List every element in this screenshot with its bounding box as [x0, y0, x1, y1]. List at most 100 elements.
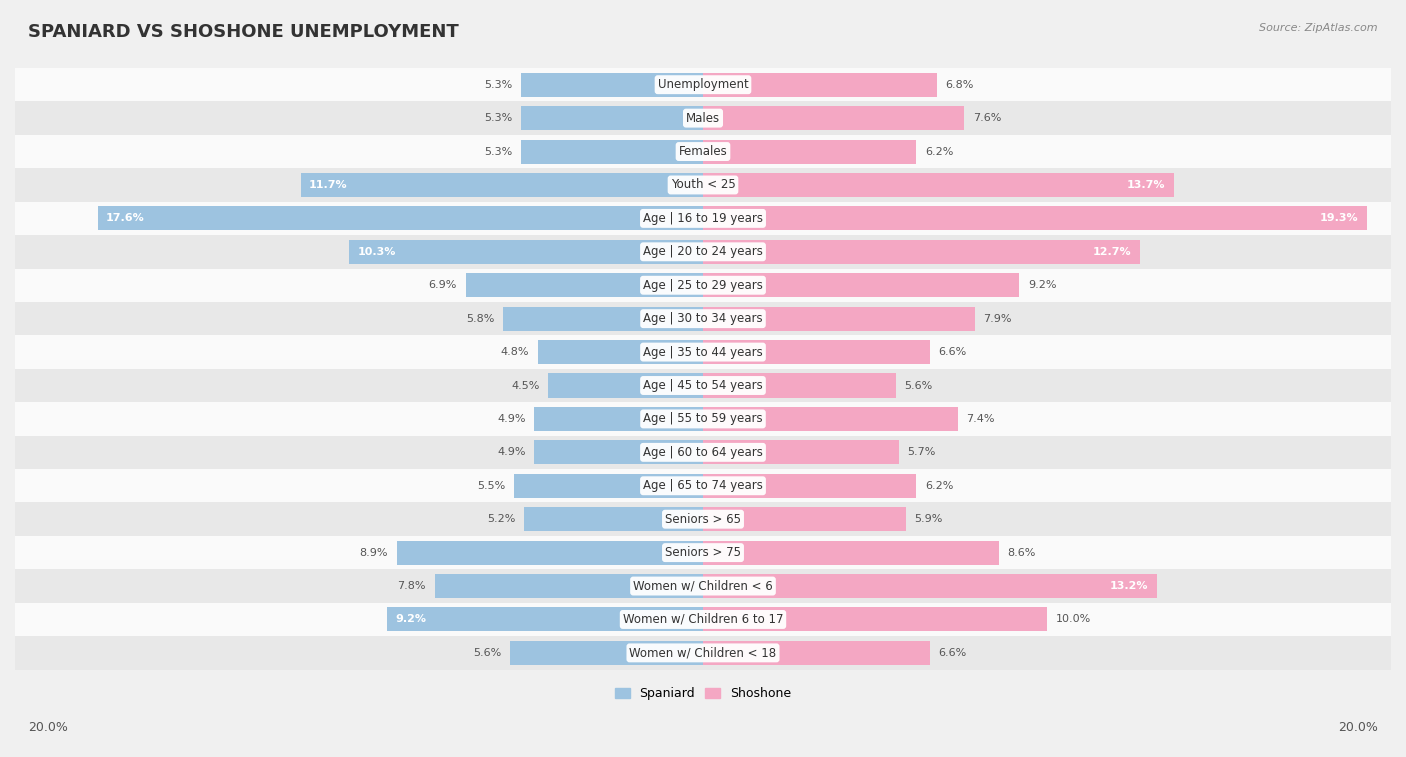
- Text: 5.5%: 5.5%: [477, 481, 505, 491]
- Text: Age | 16 to 19 years: Age | 16 to 19 years: [643, 212, 763, 225]
- Bar: [703, 607, 1047, 631]
- Bar: [703, 207, 1367, 230]
- Bar: [15, 168, 1391, 201]
- Text: Source: ZipAtlas.com: Source: ZipAtlas.com: [1260, 23, 1378, 33]
- Bar: [503, 307, 703, 331]
- Bar: [15, 235, 1391, 269]
- Text: 6.9%: 6.9%: [429, 280, 457, 290]
- Text: 8.6%: 8.6%: [1008, 547, 1036, 558]
- Text: Age | 55 to 59 years: Age | 55 to 59 years: [643, 413, 763, 425]
- Bar: [520, 73, 703, 97]
- Text: 6.2%: 6.2%: [925, 147, 953, 157]
- Text: 4.9%: 4.9%: [498, 414, 526, 424]
- Bar: [15, 435, 1391, 469]
- Text: 5.3%: 5.3%: [484, 79, 512, 89]
- Bar: [520, 106, 703, 130]
- Bar: [15, 302, 1391, 335]
- Text: 19.3%: 19.3%: [1320, 213, 1358, 223]
- Text: SPANIARD VS SHOSHONE UNEMPLOYMENT: SPANIARD VS SHOSHONE UNEMPLOYMENT: [28, 23, 458, 41]
- Text: Youth < 25: Youth < 25: [671, 179, 735, 192]
- Text: Males: Males: [686, 111, 720, 125]
- Bar: [703, 641, 929, 665]
- Bar: [703, 307, 974, 331]
- Bar: [434, 574, 703, 598]
- Bar: [15, 636, 1391, 670]
- Bar: [703, 407, 957, 431]
- Text: 6.6%: 6.6%: [939, 347, 967, 357]
- Text: Women w/ Children < 6: Women w/ Children < 6: [633, 580, 773, 593]
- Bar: [15, 569, 1391, 603]
- Text: Unemployment: Unemployment: [658, 78, 748, 91]
- Text: 20.0%: 20.0%: [28, 721, 67, 734]
- Bar: [15, 536, 1391, 569]
- Bar: [703, 340, 929, 364]
- Text: 13.7%: 13.7%: [1128, 180, 1166, 190]
- Text: 20.0%: 20.0%: [1339, 721, 1378, 734]
- Bar: [15, 68, 1391, 101]
- Bar: [534, 441, 703, 464]
- Bar: [15, 269, 1391, 302]
- Text: 6.6%: 6.6%: [939, 648, 967, 658]
- Legend: Spaniard, Shoshone: Spaniard, Shoshone: [610, 683, 796, 706]
- Text: 17.6%: 17.6%: [107, 213, 145, 223]
- Text: 4.8%: 4.8%: [501, 347, 529, 357]
- Bar: [703, 139, 917, 164]
- Bar: [703, 273, 1019, 298]
- Text: 5.8%: 5.8%: [467, 313, 495, 324]
- Bar: [538, 340, 703, 364]
- Bar: [703, 373, 896, 397]
- Text: 5.7%: 5.7%: [908, 447, 936, 457]
- Text: 9.2%: 9.2%: [395, 615, 426, 625]
- Bar: [703, 106, 965, 130]
- Bar: [15, 335, 1391, 369]
- Bar: [703, 540, 998, 565]
- Bar: [15, 603, 1391, 636]
- Bar: [703, 474, 917, 498]
- Bar: [15, 101, 1391, 135]
- Text: 5.6%: 5.6%: [904, 381, 932, 391]
- Text: 8.9%: 8.9%: [360, 547, 388, 558]
- Text: 4.9%: 4.9%: [498, 447, 526, 457]
- Bar: [703, 574, 1157, 598]
- Bar: [513, 474, 703, 498]
- Bar: [703, 73, 936, 97]
- Text: Women w/ Children < 18: Women w/ Children < 18: [630, 646, 776, 659]
- Text: 6.8%: 6.8%: [945, 79, 974, 89]
- Text: Age | 45 to 54 years: Age | 45 to 54 years: [643, 379, 763, 392]
- Bar: [510, 641, 703, 665]
- Bar: [97, 207, 703, 230]
- Text: 7.8%: 7.8%: [398, 581, 426, 591]
- Bar: [548, 373, 703, 397]
- Text: Age | 35 to 44 years: Age | 35 to 44 years: [643, 346, 763, 359]
- Bar: [15, 369, 1391, 402]
- Text: Age | 20 to 24 years: Age | 20 to 24 years: [643, 245, 763, 258]
- Text: 11.7%: 11.7%: [309, 180, 347, 190]
- Text: 5.3%: 5.3%: [484, 147, 512, 157]
- Text: Seniors > 75: Seniors > 75: [665, 546, 741, 559]
- Bar: [387, 607, 703, 631]
- Bar: [15, 469, 1391, 503]
- Text: 13.2%: 13.2%: [1109, 581, 1149, 591]
- Bar: [349, 240, 703, 264]
- Text: 6.2%: 6.2%: [925, 481, 953, 491]
- Bar: [703, 441, 898, 464]
- Text: 5.3%: 5.3%: [484, 113, 512, 123]
- Bar: [15, 402, 1391, 435]
- Bar: [15, 201, 1391, 235]
- Bar: [520, 139, 703, 164]
- Bar: [15, 503, 1391, 536]
- Bar: [301, 173, 703, 197]
- Text: 10.0%: 10.0%: [1056, 615, 1091, 625]
- Text: Seniors > 65: Seniors > 65: [665, 512, 741, 525]
- Text: Age | 60 to 64 years: Age | 60 to 64 years: [643, 446, 763, 459]
- Text: Females: Females: [679, 145, 727, 158]
- Bar: [703, 173, 1174, 197]
- Bar: [534, 407, 703, 431]
- Text: 7.4%: 7.4%: [966, 414, 994, 424]
- Text: 10.3%: 10.3%: [357, 247, 395, 257]
- Text: 9.2%: 9.2%: [1028, 280, 1056, 290]
- Text: 12.7%: 12.7%: [1092, 247, 1132, 257]
- Bar: [396, 540, 703, 565]
- Bar: [703, 240, 1140, 264]
- Bar: [524, 507, 703, 531]
